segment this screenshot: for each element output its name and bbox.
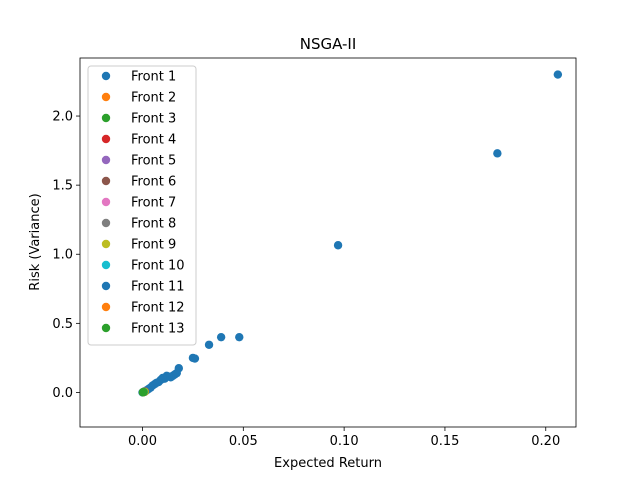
legend-marker xyxy=(101,71,111,81)
legend-label: Front 13 xyxy=(131,322,185,337)
legend-frame xyxy=(87,65,197,346)
legend-label: Front 8 xyxy=(131,217,176,232)
x-tick-label: 0.20 xyxy=(531,434,560,449)
data-point-series-1-8 xyxy=(188,353,198,363)
legend-marker xyxy=(101,197,111,207)
y-tick-label: 1.0 xyxy=(52,248,73,263)
y-axis: 0.0 0.5 1.0 1.5 2.0 xyxy=(52,110,80,401)
legend-label: Front 10 xyxy=(131,259,185,274)
x-axis: 0.00 0.05 0.10 0.15 0.20 xyxy=(128,427,560,449)
legend-label: Front 7 xyxy=(131,196,176,211)
legend: Front 1 Front 2 Front 3 Front 4 Front 5 Front… xyxy=(87,65,197,346)
x-tick-label: 0.10 xyxy=(330,434,359,449)
data-point-series-1-6 xyxy=(204,340,214,349)
legend-label: Front 1 xyxy=(131,70,176,85)
data-point-series-1-3 xyxy=(333,241,343,250)
legend-marker xyxy=(101,134,111,144)
legend-marker xyxy=(101,92,111,102)
x-tick-label: 0.00 xyxy=(128,434,157,449)
x-tick-label: 0.05 xyxy=(229,434,258,449)
legend-marker xyxy=(101,239,111,249)
data-point-series-13-2 xyxy=(138,388,148,397)
legend-marker xyxy=(101,218,111,228)
legend-marker xyxy=(101,281,111,291)
x-tick-label: 0.15 xyxy=(430,434,459,449)
legend-label: Front 9 xyxy=(131,238,176,253)
x-axis-label: Expected Return xyxy=(274,456,382,471)
y-tick-label: 2.0 xyxy=(52,110,73,125)
y-tick-label: 0.0 xyxy=(52,386,73,401)
legend-marker xyxy=(101,323,111,333)
data-point-series-1-5 xyxy=(216,332,226,342)
legend-label: Front 11 xyxy=(131,280,185,295)
legend-label: Front 6 xyxy=(131,175,176,190)
y-tick-label: 1.5 xyxy=(52,179,73,194)
legend-label: Front 4 xyxy=(131,133,176,148)
plot-frame xyxy=(79,57,577,428)
legend-label: Front 5 xyxy=(131,154,176,169)
legend-marker xyxy=(101,176,111,186)
points-layer xyxy=(138,70,563,397)
y-tick-label: 0.5 xyxy=(52,317,73,332)
chart-title: NSGA-II xyxy=(300,35,357,53)
data-point-series-1-1 xyxy=(553,70,563,79)
legend-marker xyxy=(101,113,111,123)
legend-marker xyxy=(101,260,111,270)
data-point-series-1-2 xyxy=(493,149,502,158)
y-axis-label: Risk (Variance) xyxy=(28,193,43,290)
legend-label: Front 12 xyxy=(131,301,185,316)
legend-label: Front 3 xyxy=(131,112,176,127)
legend-label: Front 2 xyxy=(131,91,176,106)
data-point-series-1-4 xyxy=(235,332,244,342)
legend-marker xyxy=(101,155,111,165)
legend-marker xyxy=(101,302,111,312)
